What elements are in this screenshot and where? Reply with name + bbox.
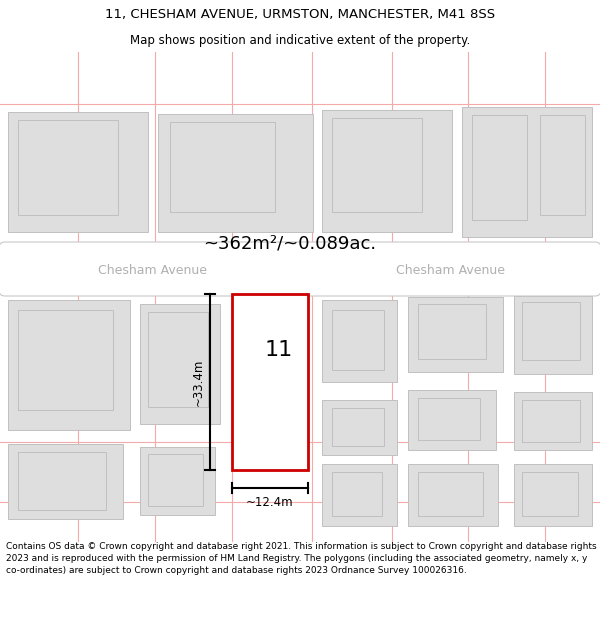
Bar bbox=[472, 115, 527, 220]
Bar bbox=[322, 400, 397, 455]
Bar bbox=[332, 408, 384, 446]
Bar bbox=[148, 312, 208, 407]
Text: Contains OS data © Crown copyright and database right 2021. This information is : Contains OS data © Crown copyright and d… bbox=[6, 542, 596, 574]
Bar bbox=[514, 392, 592, 450]
Bar bbox=[408, 464, 498, 526]
Text: ~12.4m: ~12.4m bbox=[246, 496, 294, 509]
Bar bbox=[418, 472, 483, 516]
Bar bbox=[408, 297, 503, 372]
Text: 11: 11 bbox=[265, 341, 293, 361]
Bar bbox=[158, 114, 313, 232]
Bar bbox=[8, 112, 148, 232]
Bar bbox=[322, 110, 452, 232]
Bar bbox=[418, 304, 486, 359]
Text: Map shows position and indicative extent of the property.: Map shows position and indicative extent… bbox=[130, 34, 470, 47]
Bar bbox=[18, 310, 113, 410]
Bar bbox=[148, 454, 203, 506]
Bar bbox=[18, 120, 118, 215]
Text: ~362m²/~0.089ac.: ~362m²/~0.089ac. bbox=[203, 235, 377, 253]
Bar bbox=[322, 464, 397, 526]
Bar bbox=[170, 122, 275, 212]
Bar bbox=[232, 294, 308, 470]
Bar bbox=[332, 118, 422, 212]
Bar bbox=[332, 310, 384, 370]
Bar bbox=[140, 304, 220, 424]
Text: Chesham Avenue: Chesham Avenue bbox=[97, 264, 206, 276]
Bar bbox=[522, 400, 580, 442]
Bar bbox=[8, 444, 123, 519]
Bar bbox=[522, 472, 578, 516]
Bar bbox=[322, 300, 397, 382]
Text: ~33.4m: ~33.4m bbox=[192, 358, 205, 406]
Bar bbox=[514, 464, 592, 526]
Bar bbox=[140, 447, 215, 515]
FancyBboxPatch shape bbox=[0, 242, 600, 296]
Bar bbox=[18, 452, 106, 510]
Bar bbox=[514, 296, 592, 374]
Bar bbox=[408, 390, 496, 450]
Bar bbox=[8, 300, 130, 430]
Text: Chesham Avenue: Chesham Avenue bbox=[395, 264, 505, 276]
Bar bbox=[418, 398, 480, 440]
Bar bbox=[332, 472, 382, 516]
Bar bbox=[540, 115, 585, 215]
Text: 11, CHESHAM AVENUE, URMSTON, MANCHESTER, M41 8SS: 11, CHESHAM AVENUE, URMSTON, MANCHESTER,… bbox=[105, 8, 495, 21]
Bar bbox=[462, 107, 592, 237]
Bar bbox=[522, 302, 580, 360]
